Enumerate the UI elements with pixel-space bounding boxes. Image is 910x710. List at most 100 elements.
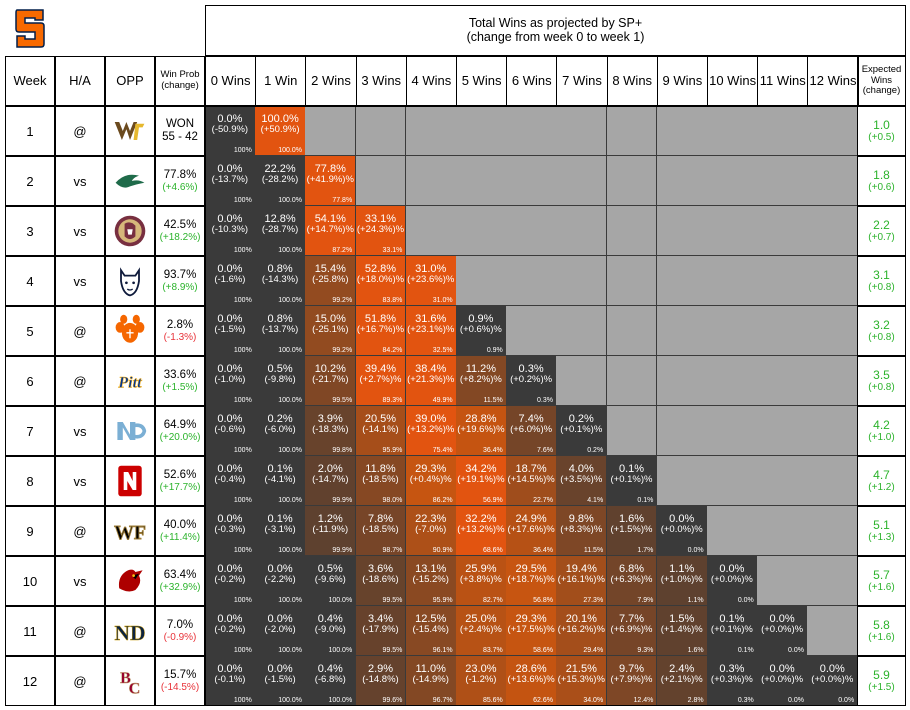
win-total-probability: 0.0% [217, 113, 243, 125]
win-total-cumulative: 99.5% [332, 397, 353, 404]
win-total-change: (+0.3%)% [710, 674, 753, 685]
win-total-probability: 19.4% [565, 563, 597, 575]
win-total-cumulative: 32.5% [432, 347, 453, 354]
expected-wins-change: (+1.0) [868, 432, 895, 444]
win-total-cell: 24.9% (+17.6%)% 36.4% [506, 506, 557, 556]
win-total-cell: 0.0% (-2.0%) 100.0% [255, 606, 306, 656]
expected-wins: 3.1 (+0.8) [857, 256, 906, 306]
win-total-probability: 33.1% [364, 213, 397, 225]
win-total-cumulative: 99.9% [332, 547, 353, 554]
win-total-cell: 0.8% (-14.3%) 100.0% [255, 256, 306, 306]
win-total-cumulative: 100.0% [278, 547, 302, 554]
opponent-logo: ND [105, 606, 155, 656]
blank-cell [707, 156, 758, 206]
win-total-change: (+13.2%)% [457, 524, 505, 535]
win-prob-value: 7.0% [166, 619, 194, 632]
win-total-cell: 15.0% (-25.1%) 99.2% [305, 306, 357, 356]
win-total-probability: 1.2% [317, 513, 343, 525]
win-total-cumulative: 100.0% [278, 647, 302, 654]
win-total-probability: 13.1% [415, 563, 447, 575]
home-away: vs [55, 206, 105, 256]
win-total-cumulative: 75.4% [432, 447, 453, 454]
win-total-cumulative: 96.7% [432, 697, 453, 704]
win-total-cell: 0.0% (+0.0%)% 0.0% [656, 506, 708, 556]
win-total-cell: 54.1% (+14.7%)% 87.2% [305, 206, 357, 256]
win-total-cumulative: 56.9% [482, 497, 503, 504]
win-prob-header-line2: (change) [161, 80, 199, 91]
win-total-probability: 0.0% [769, 663, 795, 675]
win-total-probability: 0.0% [217, 413, 243, 425]
win-total-cumulative: 90.9% [432, 547, 453, 554]
win-total-cell: 0.1% (+0.1%)% 0.1% [606, 456, 658, 506]
florida-state-logo-icon [114, 215, 146, 247]
win-total-cell: 1.6% (+1.5%)% 1.7% [606, 506, 658, 556]
expected-wins-value: 1.0 [873, 117, 890, 132]
win-total-change: (+50.9%) [260, 124, 300, 135]
notre-dame-logo-icon: ND [114, 621, 146, 645]
win-total-probability: 0.0% [217, 513, 243, 525]
win-total-change: (-2.0%) [264, 624, 296, 635]
win-total-cell: 25.9% (+3.8%)% 82.7% [456, 556, 507, 606]
win-total-cumulative: 100.0% [278, 197, 302, 204]
expected-wins: 1.0 (+0.5) [857, 106, 906, 156]
win-total-probability: 0.0% [267, 613, 293, 625]
win-total-probability: 0.0% [669, 513, 695, 525]
win-total-cell: 0.2% (+0.1%)% 0.2% [556, 406, 608, 456]
win-total-change: (+0.0%)% [710, 574, 753, 585]
win-total-probability: 20.5% [364, 413, 397, 425]
expected-wins-header: Expected Wins (change) [857, 56, 906, 106]
louisville-logo-icon [118, 569, 143, 592]
blank-cell [556, 206, 608, 256]
win-prob-change: (+4.6%) [162, 181, 198, 193]
blank-cell [606, 306, 658, 356]
win-total-cell: 9.7% (+7.9%)% 12.4% [606, 656, 658, 706]
win-total-cell: 7.7% (+6.9%)% 9.3% [606, 606, 658, 656]
blank-cell [606, 356, 658, 406]
win-total-change: (-14.8%) [362, 674, 399, 685]
expected-wins-header-line3: (change) [862, 85, 901, 97]
win-total-cell: 100.0% (+50.9%) 100.0% [255, 106, 306, 156]
win-total-cell: 0.0% (+0.0%)% 0.0% [757, 656, 808, 706]
win-total-probability: 39.0% [415, 413, 447, 425]
win-total-change: (+0.4%)% [409, 474, 452, 485]
win-total-change: (-14.9%) [412, 674, 449, 685]
win-prob-value: 33.6% [163, 369, 197, 382]
win-prob-change: 55 - 42 [162, 131, 198, 143]
win-total-cumulative: 100% [233, 347, 252, 354]
win-total-cumulative: 89.3% [382, 397, 403, 404]
win-total-change: (+1.5%)% [610, 524, 653, 535]
win-total-probability: 29.3% [515, 613, 547, 625]
win-total-cell: 0.4% (-6.8%) 100.0% [305, 656, 357, 706]
blank-cell [807, 156, 859, 206]
win-total-cell: 0.2% (-6.0%) 100.0% [255, 406, 306, 456]
win-total-probability: 22.2% [264, 163, 296, 175]
win-total-cell: 32.2% (+13.2%)% 68.6% [456, 506, 507, 556]
win-total-probability: 39.4% [364, 363, 397, 375]
win-total-cumulative: 96.1% [432, 647, 453, 654]
wins-column-header: 8 Wins [606, 56, 658, 106]
win-total-probability: 25.9% [465, 563, 497, 575]
win-total-cell: 29.3% (+17.5%)% 58.6% [506, 606, 557, 656]
wins-column-header: 2 Wins [305, 56, 357, 106]
wins-column-header: 11 Wins [757, 56, 809, 106]
win-total-probability: 10.2% [314, 363, 346, 375]
win-total-cell: 0.0% (-0.4%) 100% [205, 456, 256, 506]
win-total-probability: 54.1% [314, 213, 346, 225]
win-total-probability: 7.4% [518, 413, 544, 425]
expected-wins-value: 1.8 [873, 167, 890, 182]
win-total-change: (+2.4%)% [459, 624, 502, 635]
win-total-cumulative: 100.0% [278, 697, 302, 704]
win-total-probability: 11.2% [465, 363, 497, 375]
win-total-cell: 0.0% (-0.2%) 100% [205, 556, 256, 606]
expected-wins-change: (+1.5) [868, 682, 895, 694]
blank-cell [456, 256, 507, 306]
blank-cell [707, 506, 758, 556]
win-total-cumulative: 27.3% [583, 597, 604, 604]
win-total-cell: 0.0% (+0.0%)% 0.0% [707, 556, 758, 606]
win-total-change: (-1.0%) [214, 374, 246, 385]
win-total-change: (-15.2%) [412, 574, 449, 585]
blank-cell [656, 156, 708, 206]
week-number: 10 [5, 556, 55, 606]
win-total-probability: 0.2% [568, 413, 594, 425]
win-total-change: (+13.2%)% [407, 424, 455, 435]
